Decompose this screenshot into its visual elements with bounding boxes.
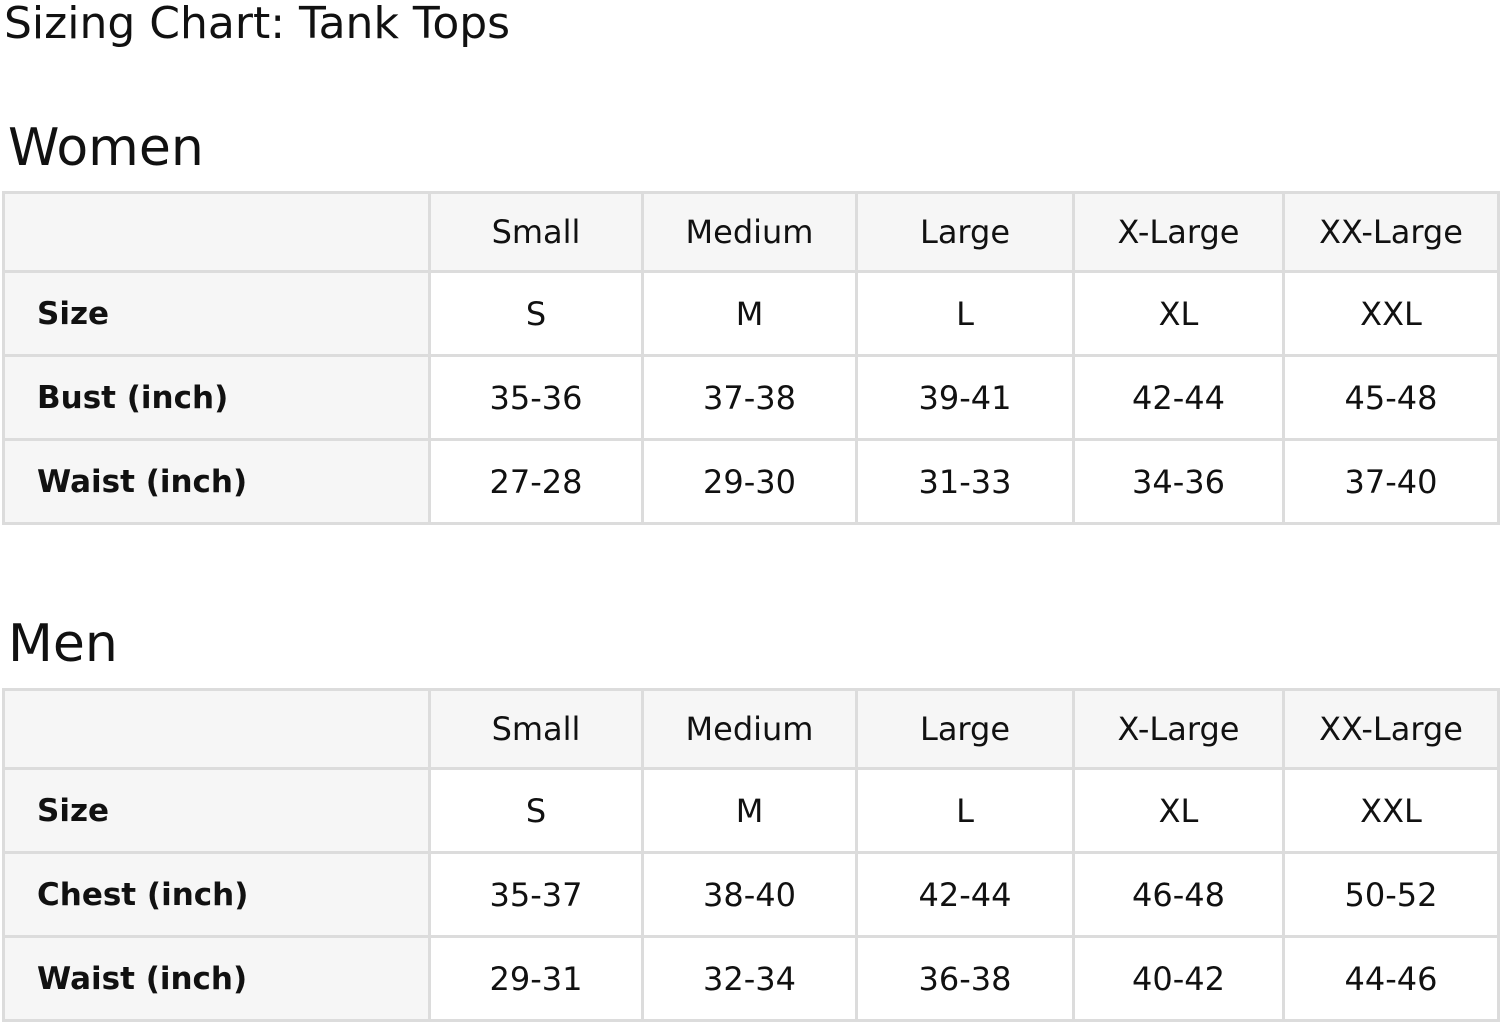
table-cell: 44-46: [1282, 935, 1500, 1022]
column-header: Medium: [641, 688, 858, 770]
table-cell: 39-41: [855, 354, 1075, 441]
table-cell: XXL: [1282, 767, 1500, 854]
column-header: Large: [855, 191, 1075, 273]
table-cell: L: [855, 270, 1075, 357]
row-label: Size: [2, 270, 431, 357]
table-cell: 50-52: [1282, 851, 1500, 938]
row-label: Size: [2, 767, 431, 854]
table-cell: 45-48: [1282, 354, 1500, 441]
table-cell: 34-36: [1072, 438, 1285, 525]
table-cell: XXL: [1282, 270, 1500, 357]
table-cell: XL: [1072, 767, 1285, 854]
table-cell: 29-31: [428, 935, 644, 1022]
table-cell: XL: [1072, 270, 1285, 357]
table-cell: 27-28: [428, 438, 644, 525]
column-header: XX-Large: [1282, 191, 1500, 273]
row-label: Waist (inch): [2, 438, 431, 525]
table-row: Size S M L XL XXL: [2, 767, 1500, 854]
table-cell: 29-30: [641, 438, 858, 525]
table-cell: 35-37: [428, 851, 644, 938]
column-header: Medium: [641, 191, 858, 273]
row-label: Chest (inch): [2, 851, 431, 938]
table-row: Chest (inch) 35-37 38-40 42-44 46-48 50-52: [2, 851, 1500, 938]
table-cell: 32-34: [641, 935, 858, 1022]
corner-cell: [2, 191, 431, 273]
table-cell: 37-38: [641, 354, 858, 441]
table-cell: 36-38: [855, 935, 1075, 1022]
table-cell: M: [641, 270, 858, 357]
column-header: Small: [428, 191, 644, 273]
table-cell: 37-40: [1282, 438, 1500, 525]
table-cell: 40-42: [1072, 935, 1285, 1022]
section-heading-men: Men: [8, 614, 118, 674]
row-label: Bust (inch): [2, 354, 431, 441]
column-header: X-Large: [1072, 191, 1285, 273]
table-cell: S: [428, 270, 644, 357]
corner-cell: [2, 688, 431, 770]
table-cell: L: [855, 767, 1075, 854]
table-cell: 42-44: [855, 851, 1075, 938]
table-cell: 42-44: [1072, 354, 1285, 441]
table-cell: 35-36: [428, 354, 644, 441]
column-header: Large: [855, 688, 1075, 770]
table-cell: M: [641, 767, 858, 854]
table-cell: 38-40: [641, 851, 858, 938]
column-header: Small: [428, 688, 644, 770]
table-row: Size S M L XL XXL: [2, 270, 1500, 357]
header-row: Small Medium Large X-Large XX-Large: [2, 191, 1500, 273]
men-size-table: Small Medium Large X-Large XX-Large Size S M L XL…: [2, 688, 1500, 1022]
column-header: XX-Large: [1282, 688, 1500, 770]
header-row: Small Medium Large X-Large XX-Large: [2, 688, 1500, 770]
table-row: Waist (inch) 27-28 29-30 31-33 34-36 37-40: [2, 438, 1500, 525]
table-cell: 46-48: [1072, 851, 1285, 938]
table-cell: S: [428, 767, 644, 854]
table-row: Bust (inch) 35-36 37-38 39-41 42-44 45-48: [2, 354, 1500, 441]
section-heading-women: Women: [8, 118, 204, 178]
column-header: X-Large: [1072, 688, 1285, 770]
row-label: Waist (inch): [2, 935, 431, 1022]
table-row: Waist (inch) 29-31 32-34 36-38 40-42 44-46: [2, 935, 1500, 1022]
women-size-table: Small Medium Large X-Large XX-Large Size S M L XL…: [2, 191, 1500, 525]
page-title: Sizing Chart: Tank Tops: [4, 0, 511, 49]
table-cell: 31-33: [855, 438, 1075, 525]
